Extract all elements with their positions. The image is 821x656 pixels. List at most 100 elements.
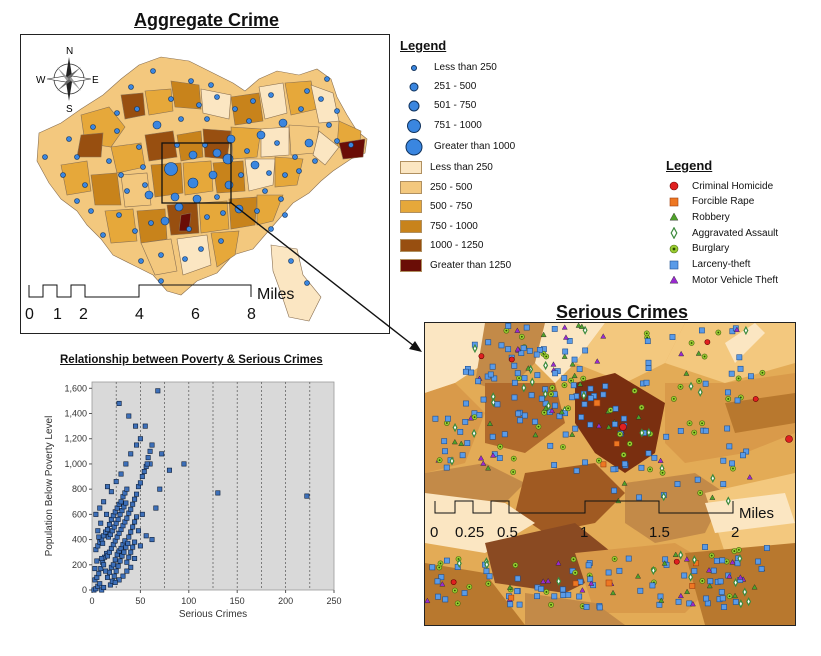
tract — [685, 543, 795, 625]
crime-point — [442, 596, 449, 603]
crime-point — [520, 345, 527, 352]
aggregate-crime-title: Aggregate Crime — [134, 10, 280, 30]
crime-dot — [178, 116, 184, 122]
crime-point — [441, 438, 448, 445]
crime-point — [596, 604, 603, 611]
crime-point — [717, 578, 724, 585]
scatter-point — [98, 520, 104, 526]
fill-legend-label: Greater than 1250 — [430, 259, 512, 271]
crime-dot — [298, 106, 304, 112]
aggregate-legend-title: Legend — [400, 38, 447, 53]
crime-point — [454, 600, 461, 607]
crime-point — [578, 323, 585, 329]
crime-point — [703, 595, 709, 602]
tract — [228, 196, 258, 230]
crime-point — [518, 333, 525, 340]
crime-dot — [212, 148, 222, 158]
crime-point — [737, 553, 743, 564]
crime-point — [572, 425, 579, 432]
crime-point — [561, 324, 568, 330]
crime-point — [670, 395, 677, 402]
crime-point — [485, 580, 492, 587]
crime-dot — [158, 278, 164, 284]
scatter-point — [145, 455, 151, 461]
crime-dot — [304, 280, 310, 286]
crime-point — [758, 566, 765, 572]
crime-dot — [204, 116, 210, 122]
scatter-point — [141, 469, 147, 475]
crime-point — [583, 604, 590, 610]
crime-point — [471, 428, 477, 439]
crime-point — [699, 578, 706, 584]
crime-point — [511, 379, 518, 386]
crime-point — [543, 353, 550, 360]
crime-point — [718, 589, 725, 595]
tract — [575, 373, 665, 473]
crime-dot — [114, 110, 120, 116]
fill-swatch-icon — [400, 161, 422, 174]
crime-point — [540, 578, 547, 584]
crime-point — [743, 448, 750, 455]
aggregate-crime-map: N S E W 0 1 2 4 6 8 Miles — [25, 46, 368, 323]
crime-point — [746, 596, 752, 607]
serious-scale-label: 0.5 — [497, 524, 518, 541]
compass-e: E — [92, 75, 99, 86]
crime-point — [691, 568, 698, 574]
crime-point — [565, 591, 572, 598]
crime-dot — [304, 88, 310, 94]
crime-point — [505, 323, 512, 329]
crime-point — [561, 375, 568, 381]
crime-point — [538, 585, 545, 592]
crime-point — [691, 555, 697, 565]
fill-legend-item: 500 - 750 — [400, 200, 472, 213]
tract — [144, 88, 174, 116]
crime-point — [683, 556, 690, 562]
scatter-point — [128, 506, 134, 512]
crime-dot — [106, 158, 112, 164]
crime-point — [462, 419, 469, 425]
scatter-point — [134, 442, 140, 448]
crime-point — [534, 372, 541, 379]
crime-dot — [128, 84, 134, 90]
fill-legend-item: 750 - 1000 — [400, 219, 478, 233]
crime-point — [677, 383, 684, 390]
tract — [725, 323, 765, 363]
crime-point — [748, 373, 754, 380]
serious-scalebar — [434, 500, 734, 514]
fill-legend-label: 250 - 500 — [430, 181, 473, 193]
scatter-point — [103, 568, 109, 574]
crime-point — [512, 562, 519, 569]
crime-dot — [118, 172, 124, 178]
crime-point — [661, 492, 667, 502]
crime-point — [552, 402, 558, 409]
crime-point — [697, 387, 703, 397]
scatter-point — [137, 543, 143, 549]
crime-dot — [140, 164, 146, 170]
crime-point — [704, 600, 711, 607]
crime-point — [600, 461, 607, 468]
crime-dot — [150, 68, 156, 74]
crime-point — [672, 551, 679, 557]
scatter-point — [101, 584, 107, 590]
crime-point — [542, 389, 548, 399]
crime-point — [638, 404, 645, 411]
scatter-point — [126, 554, 132, 560]
scatter-point — [128, 564, 134, 570]
tract — [120, 92, 146, 120]
crime-point — [489, 363, 496, 370]
crime-point — [578, 414, 585, 421]
crime-dot — [74, 154, 80, 160]
aggregate-scale-unit: Miles — [257, 286, 294, 303]
scatter-point — [118, 499, 124, 505]
tract — [338, 138, 366, 160]
crime-point — [611, 487, 618, 494]
crime-dot — [134, 106, 140, 112]
crime-dot — [198, 246, 204, 252]
scatter-point — [132, 519, 138, 525]
scatter-point — [124, 568, 130, 574]
crime-point — [475, 378, 481, 385]
scatter-point — [181, 461, 187, 467]
scatter-point — [101, 562, 107, 568]
crime-point — [438, 574, 445, 581]
aggregate-scale-label: 6 — [191, 306, 200, 323]
